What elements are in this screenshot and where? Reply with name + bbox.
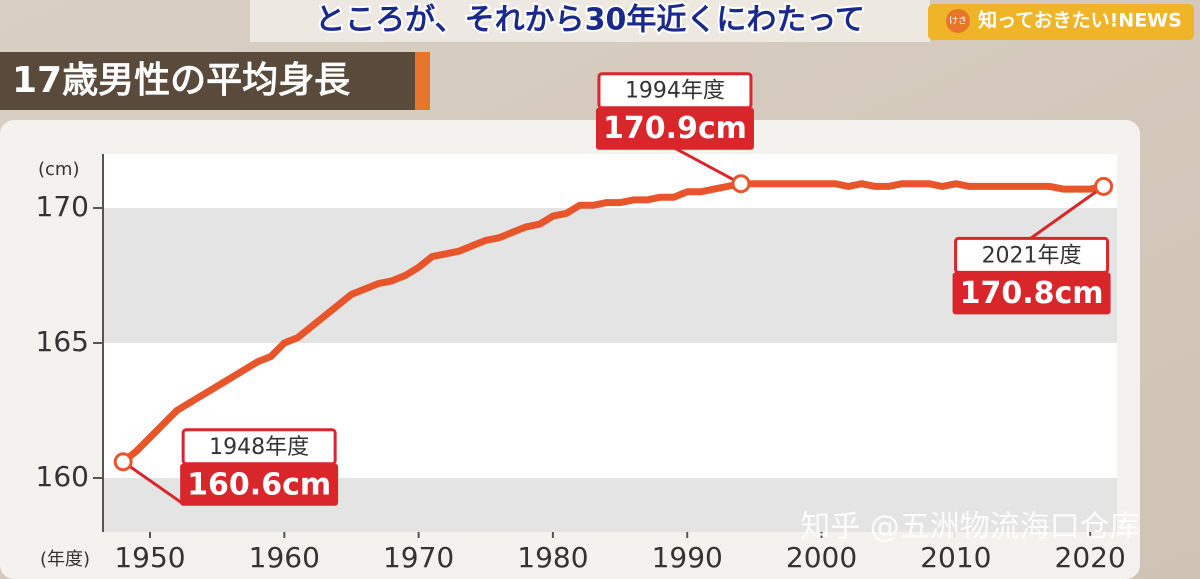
line-series [119,180,1108,466]
x-tick-label: 2010 [920,541,991,574]
x-tick-label: 1950 [114,541,185,574]
annotation-value: 170.8cm [960,276,1104,311]
badge [928,4,1194,40]
annotation-pointer [122,460,185,506]
x-tick-label: 2000 [786,541,857,574]
x-tick-label: 1960 [249,541,320,574]
y-axis-label: (cm) [38,159,79,180]
watermark: 知乎 @五洲物流海口仓库 [800,510,1140,545]
title-bg [0,52,430,110]
y-tick-label: 165 [36,325,89,358]
annotation-pointer [1029,185,1105,240]
annotation-year: 1994年度 [625,79,725,104]
y-tick-label: 170 [36,190,89,223]
annotation-year: 1948年度 [209,435,309,460]
caption: ところが、それから30年近くにわたって [315,3,865,38]
highlight-point [1094,176,1114,196]
x-tick-label: 1980 [517,541,588,574]
annotation-value-box [180,463,339,506]
chart-title: 17歳男性の平均身長 [12,60,351,101]
highlight-point [113,452,133,472]
badge-icon [946,9,970,33]
title-accent [415,52,430,110]
badge-text: 知っておきたい!NEWS [978,9,1182,32]
x-tick-label: 1990 [652,541,723,574]
annotation-pointer [673,146,742,186]
annotation-year: 2021年度 [982,243,1082,268]
y-tick-label: 160 [36,460,89,493]
caption-bg [250,0,930,42]
annotation-value: 160.6cm [187,467,331,502]
x-axis-label: (年度) [40,549,90,570]
annotation-value-box [952,272,1111,315]
grid-band [103,208,1117,343]
annotation-value-box [595,107,754,150]
annotation-value: 170.9cm [603,111,747,146]
x-tick-label: 2020 [1055,541,1126,574]
x-tick-label: 1970 [383,541,454,574]
badge-small: けさ [949,16,967,27]
highlight-point [731,174,751,194]
